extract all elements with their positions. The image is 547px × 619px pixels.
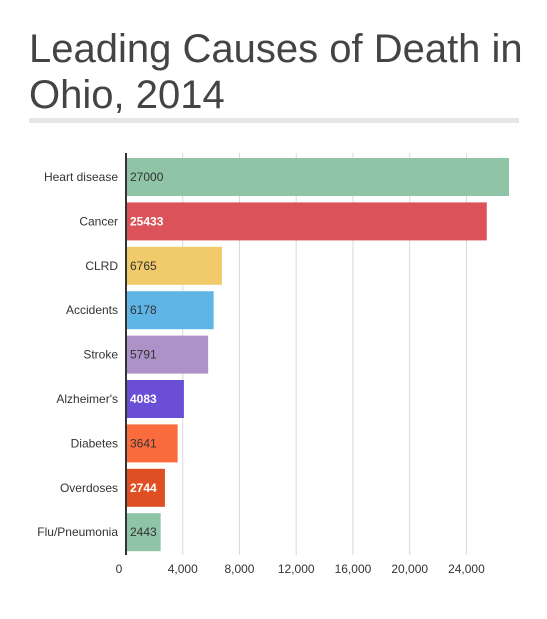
x-tick-label-2: 8,000 (224, 562, 254, 576)
bar-1 (126, 202, 487, 241)
x-tick-label-6: 24,000 (448, 562, 485, 576)
category-label-5: Alzheimer's (56, 392, 118, 406)
bar-8 (126, 513, 161, 552)
category-label-6: Diabetes (71, 436, 118, 450)
value-label-2: 6765 (130, 259, 157, 273)
value-label-8: 2443 (130, 525, 157, 539)
x-tick-label-4: 16,000 (335, 562, 372, 576)
value-label-6: 3641 (130, 436, 157, 450)
bar-7 (126, 468, 165, 507)
bar-2 (126, 246, 222, 285)
x-tick-label-1: 4,000 (168, 562, 198, 576)
value-label-0: 27000 (130, 170, 164, 184)
bar-0 (126, 158, 509, 196)
category-label-1: Cancer (79, 214, 118, 228)
category-label-2: CLRD (85, 259, 118, 273)
x-tick-label-5: 20,000 (391, 562, 428, 576)
category-label-8: Flu/Pneumonia (37, 525, 118, 539)
chart-title: Leading Causes of Death in Ohio, 2014 (29, 27, 523, 117)
value-label-1: 25433 (130, 214, 164, 228)
category-label-0: Heart disease (44, 170, 118, 184)
category-label-4: Stroke (83, 348, 118, 362)
category-label-3: Accidents (66, 303, 118, 317)
bar-4 (126, 335, 209, 374)
category-label-7: Overdoses (60, 481, 118, 495)
value-label-7: 2744 (130, 481, 157, 495)
x-tick-label-0: 0 (116, 562, 123, 576)
value-label-3: 6178 (130, 303, 157, 317)
bar-6 (126, 424, 178, 463)
bar-5 (126, 380, 184, 418)
value-label-4: 5791 (130, 348, 157, 362)
x-tick-label-3: 12,000 (278, 562, 315, 576)
bar-3 (126, 291, 214, 330)
title-divider (29, 118, 519, 123)
value-label-5: 4083 (130, 392, 157, 406)
